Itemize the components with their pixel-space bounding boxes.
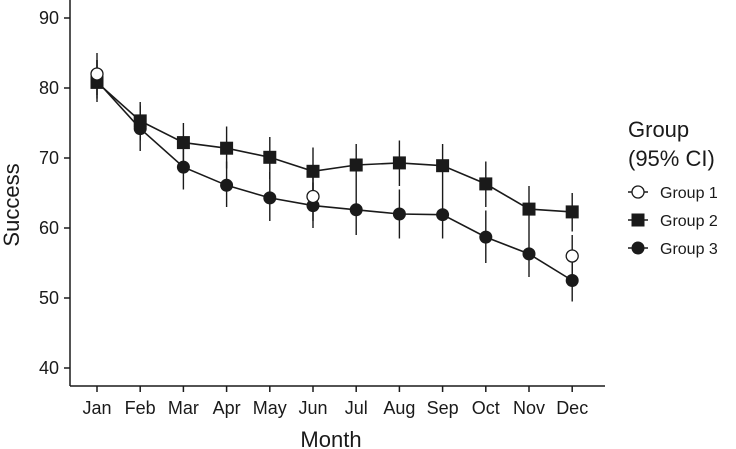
y-tick-label: 60 <box>39 218 59 238</box>
x-tick-label: Mar <box>168 398 199 418</box>
legend-label-group-2: Group 2 <box>660 213 718 230</box>
data-point-group-2 <box>263 150 277 164</box>
data-point-group-3 <box>263 191 277 205</box>
data-point-group-3 <box>392 207 406 221</box>
data-point-group-2 <box>522 202 536 216</box>
error-bars-group <box>96 53 573 302</box>
x-tick-label: May <box>253 398 287 418</box>
y-tick-label: 40 <box>39 358 59 378</box>
y-tick-label: 50 <box>39 288 59 308</box>
y-ticks-group: 40 50 60 70 80 90 <box>39 8 70 378</box>
data-point-group-3 <box>522 247 536 261</box>
x-tick-label: Oct <box>472 398 500 418</box>
data-point-group-2 <box>220 141 234 155</box>
legend-label-group-1: Group 1 <box>660 185 718 202</box>
x-tick-label: Dec <box>556 398 588 418</box>
y-tick-label: 90 <box>39 8 59 28</box>
x-tick-label: Apr <box>213 398 241 418</box>
data-point-group-2 <box>176 136 190 150</box>
x-tick-label: Jun <box>298 398 327 418</box>
data-point-group-3 <box>436 208 450 222</box>
data-point-group-2 <box>565 205 579 219</box>
x-tick-label: Nov <box>513 398 545 418</box>
x-ticks-group: Jan Feb Mar Apr May Jun Jul Aug Sep Oct Nov Dec <box>82 386 588 418</box>
y-tick-label: 80 <box>39 78 59 98</box>
x-axis-title: Month <box>300 427 361 449</box>
legend: Group (95% CI) Group 1 Group 2 Group 3 <box>628 117 718 258</box>
data-point-group-3 <box>306 199 320 213</box>
legend-items: Group 1 Group 2 Group 3 <box>628 185 718 258</box>
series-line-group-2 <box>96 81 573 213</box>
data-point-group-2 <box>479 177 493 191</box>
markers-group <box>90 67 579 287</box>
series-line-group-3 <box>96 80 573 282</box>
data-point-group-1 <box>565 249 579 263</box>
data-point-group-3 <box>220 178 234 192</box>
legend-title-line1: Group <box>628 117 689 142</box>
data-point-group-2 <box>349 158 363 172</box>
x-tick-label: Aug <box>383 398 415 418</box>
x-tick-label: Jul <box>345 398 368 418</box>
data-point-group-2 <box>436 159 450 173</box>
y-tick-label: 70 <box>39 148 59 168</box>
data-point-group-2 <box>392 156 406 170</box>
series-lines-group <box>96 80 573 282</box>
x-tick-label: Jan <box>82 398 111 418</box>
data-point-group-3 <box>565 274 579 287</box>
y-axis-title: Success <box>0 163 24 246</box>
data-point-group-1 <box>306 189 320 204</box>
data-point-group-2 <box>306 164 320 178</box>
legend-marker-group-3 <box>631 241 645 255</box>
legend-label-group-3: Group 3 <box>660 241 718 258</box>
x-tick-label: Sep <box>427 398 459 418</box>
data-point-group-3 <box>479 230 493 244</box>
legend-marker-group-1 <box>631 185 645 199</box>
legend-title-line2: (95% CI) <box>628 146 715 171</box>
axes-group <box>69 0 605 387</box>
data-point-group-3 <box>176 160 190 174</box>
data-point-group-3 <box>133 122 147 136</box>
data-point-group-1 <box>90 67 104 81</box>
x-tick-label: Feb <box>125 398 156 418</box>
legend-marker-group-2 <box>631 213 645 227</box>
data-point-group-3 <box>349 203 363 217</box>
